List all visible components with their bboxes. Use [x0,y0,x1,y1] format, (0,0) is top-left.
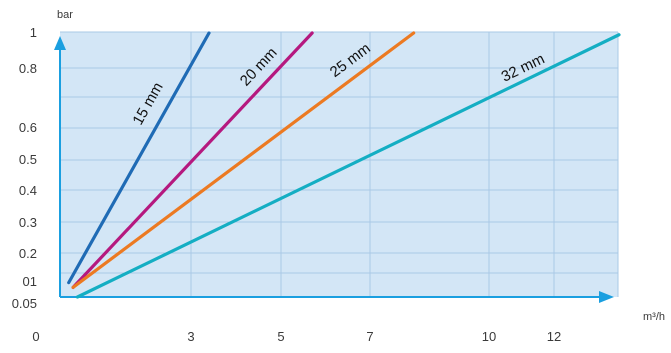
y-tick-label: 0.6 [19,120,37,135]
x-tick-label: 5 [277,329,284,344]
y-tick-label: 0.8 [19,61,37,76]
x-tick-label: 0 [32,329,39,344]
series-line-20-mm [71,31,314,289]
y-tick-label: 0.3 [19,215,37,230]
x-tick-label: 3 [187,329,194,344]
axes [54,36,614,303]
series-line-32-mm [75,33,621,299]
y-tick-label: 0.4 [19,183,37,198]
x-tick-label: 10 [482,329,496,344]
y-tick-label: 0.2 [19,246,37,261]
y-axis-arrow-icon [54,36,66,50]
series-line-25-mm [71,31,416,289]
y-tick-label: 0.5 [19,152,37,167]
grid [60,31,619,297]
x-tick-label: 7 [366,329,373,344]
series-line-15-mm [67,31,211,285]
x-axis-arrow-icon [599,291,614,303]
y-axis-label: bar [57,9,73,21]
x-axis-label: m³/h [643,311,665,323]
y-tick-label: 01 [23,274,37,289]
tick-labels: 0 3 5 7 10 12 0.05 01 0.2 0.3 0.4 0.5 0.6 0.8 1 [12,25,562,344]
y-tick-label: 1 [30,25,37,40]
x-tick-label: 12 [547,329,561,344]
y-tick-label: 0.05 [12,296,37,311]
